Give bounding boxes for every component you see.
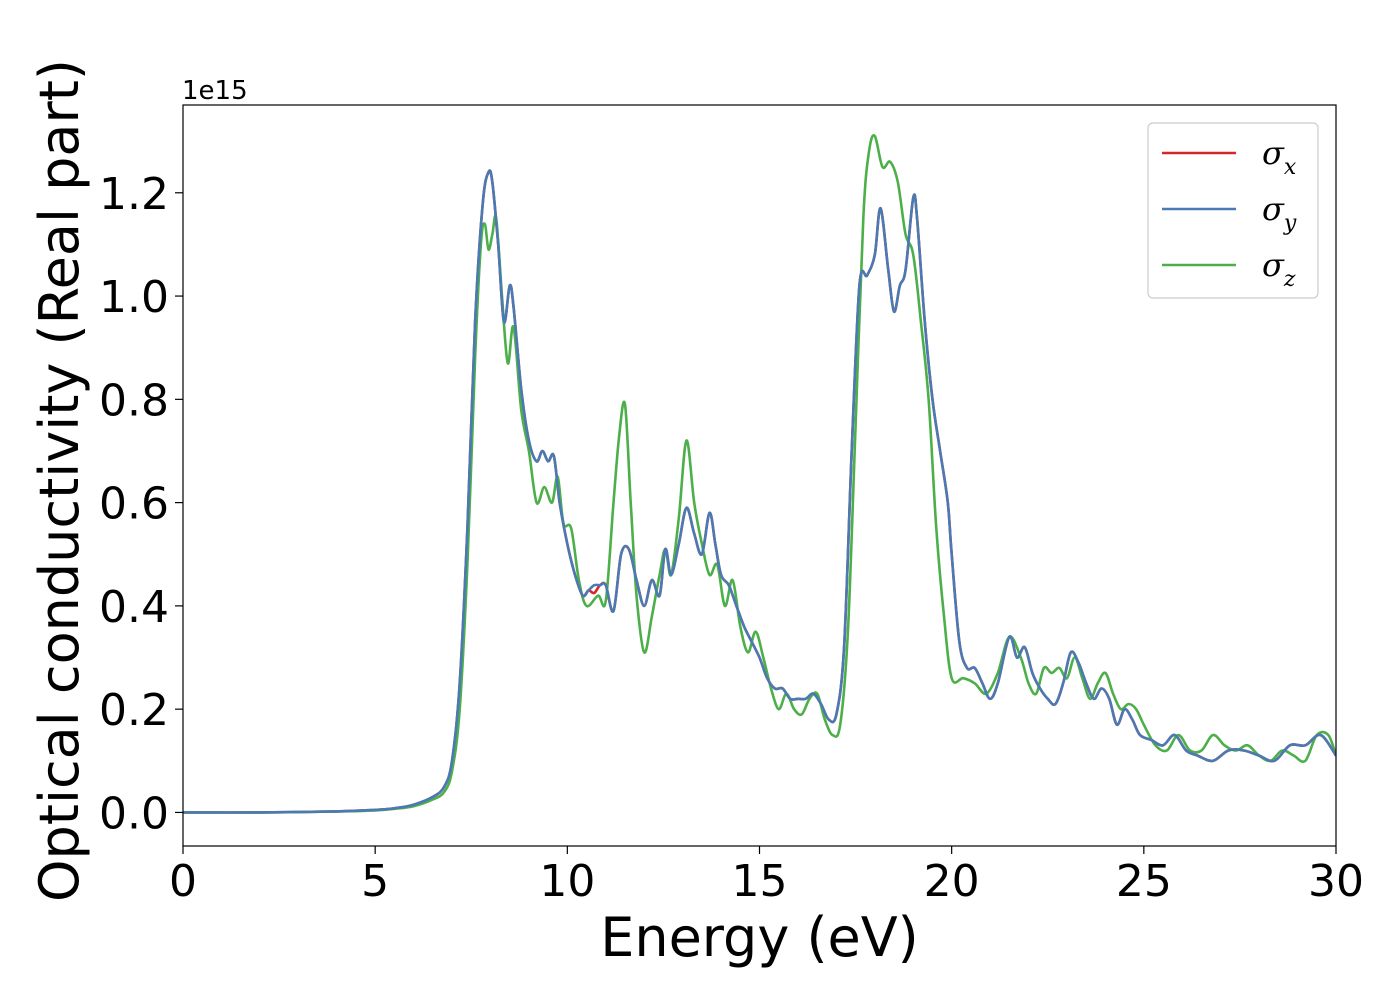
legend-symbol: σ bbox=[1262, 134, 1285, 172]
legend-label-x: σx bbox=[1262, 134, 1297, 180]
x-tick-label: 0 bbox=[169, 856, 197, 907]
y-axis-offset-label: 1e15 bbox=[182, 76, 248, 106]
legend-symbol: σ bbox=[1262, 190, 1285, 228]
series-line-y bbox=[183, 169, 1336, 814]
y-tick-label: 0.0 bbox=[99, 788, 169, 839]
y-tick-label: 0.2 bbox=[99, 685, 169, 736]
x-axis-ticks: 0 5 10 15 20 25 30 bbox=[169, 846, 1364, 907]
legend-box bbox=[1147, 122, 1319, 299]
y-tick-label: 1.0 bbox=[99, 272, 169, 323]
x-axis-label: Energy (eV) bbox=[600, 906, 919, 969]
y-tick-label: 1.2 bbox=[99, 169, 169, 220]
y-axis-label: Optical conductivity (Real part) bbox=[28, 59, 91, 902]
y-tick-label: 0.4 bbox=[99, 582, 169, 633]
legend-subscript: y bbox=[1283, 211, 1297, 236]
x-tick-label: 20 bbox=[924, 856, 980, 907]
x-tick-label: 15 bbox=[732, 856, 788, 907]
legend-label-y: σy bbox=[1262, 190, 1297, 236]
legend-subscript: z bbox=[1283, 267, 1296, 292]
x-tick-label: 25 bbox=[1116, 856, 1172, 907]
y-axis-ticks: 0.0 0.2 0.4 0.6 0.8 1.0 1.2 bbox=[99, 169, 183, 839]
x-tick-label: 30 bbox=[1308, 856, 1364, 907]
legend-label-z: σz bbox=[1262, 246, 1296, 292]
legend-symbol: σ bbox=[1262, 246, 1285, 284]
y-tick-label: 0.6 bbox=[99, 479, 169, 530]
plot-lines bbox=[183, 134, 1336, 814]
series-line-z bbox=[183, 134, 1336, 814]
x-tick-label: 5 bbox=[361, 856, 389, 907]
legend-subscript: x bbox=[1284, 155, 1297, 180]
x-tick-label: 10 bbox=[539, 856, 595, 907]
y-tick-label: 0.8 bbox=[99, 375, 169, 426]
